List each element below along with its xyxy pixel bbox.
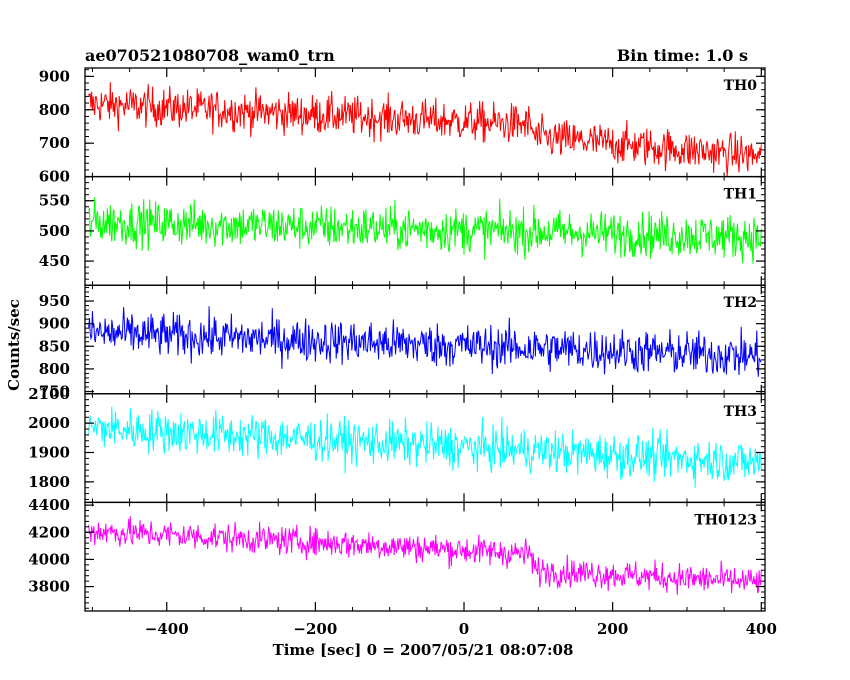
th2-y-tick-label: 950 (39, 292, 70, 310)
x-tick-label: −200 (293, 620, 337, 638)
x-tick-label: 0 (459, 620, 469, 638)
th3-y-tick-label: 2000 (28, 414, 70, 432)
th0-y-tick-label: 600 (39, 168, 70, 186)
th1-panel-label: TH1 (724, 187, 757, 203)
panels-group: 600 700 800 900 TH0 450 500 550 TH1 750 800 850 900 9… (28, 67, 777, 638)
th2-panel-label: TH2 (724, 295, 757, 311)
th0123-panel-label: TH0123 (694, 512, 757, 528)
bin-time-label: Bin time: 1.0 s (617, 46, 748, 65)
th0123-series-line (88, 516, 762, 595)
th0-y-tick-label: 700 (39, 134, 70, 152)
th0123-y-tick-label: 4000 (28, 550, 70, 568)
x-tick-label: −400 (145, 620, 189, 638)
th0123-y-tick-label: 4200 (28, 523, 70, 541)
th2-y-tick-label: 750 (39, 383, 70, 401)
th0-panel-label: TH0 (724, 78, 758, 94)
th3-series-line (88, 406, 762, 488)
th0-series-line (88, 82, 762, 177)
th2-series-line (88, 306, 762, 377)
y-axis-label: Counts/sec (5, 299, 23, 391)
th0123-y-tick-label: 4400 (28, 496, 70, 514)
th1-y-tick-label: 500 (39, 222, 70, 240)
x-tick-label: 200 (597, 620, 628, 638)
th0-y-tick-label: 800 (39, 101, 70, 119)
th1-y-tick-label: 550 (39, 192, 70, 210)
th2-y-tick-label: 850 (39, 337, 70, 355)
x-axis-label: Time [sec] 0 = 2007/05/21 08:07:08 (273, 641, 574, 659)
x-tick-label: 400 (746, 620, 777, 638)
th1-y-tick-label: 450 (39, 252, 70, 270)
th2-y-tick-label: 900 (39, 315, 70, 333)
th3-y-tick-label: 1900 (28, 444, 70, 462)
th0123-panel-frame (84, 501, 766, 612)
chart-title: ae070521080708_wam0_trn (85, 46, 335, 65)
th3-y-tick-label: 1800 (28, 473, 70, 491)
th3-y-tick-label: 2100 (28, 385, 70, 403)
th1-series-line (88, 197, 762, 265)
th2-y-tick-label: 800 (39, 360, 70, 378)
th0123-y-tick-label: 3800 (28, 578, 70, 596)
th3-panel-label: TH3 (724, 404, 757, 420)
th0-y-tick-label: 900 (39, 67, 70, 85)
